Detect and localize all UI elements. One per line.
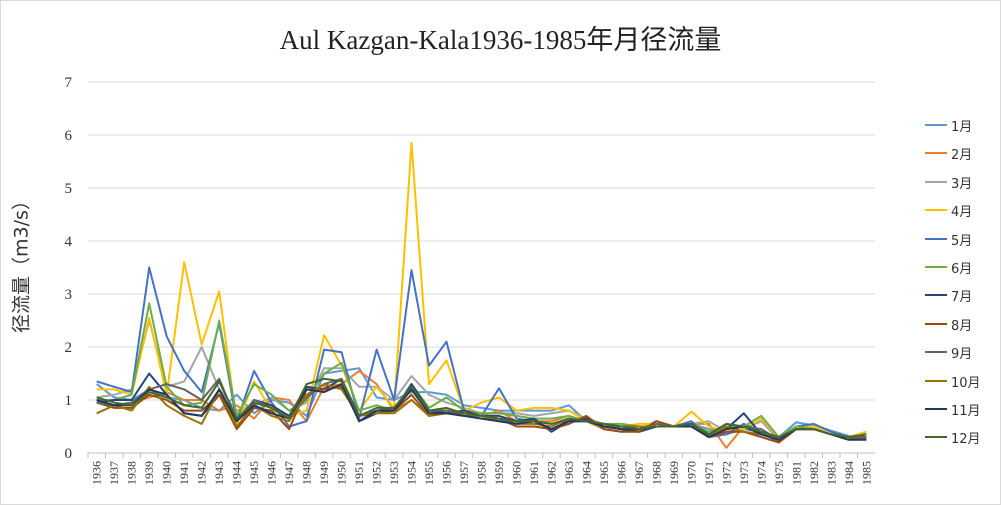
x-tick-label: 1981	[789, 461, 803, 485]
x-tick-label: 1937	[107, 461, 121, 485]
x-tick-label: 1952	[370, 461, 384, 485]
x-tick-label: 1947	[282, 461, 296, 485]
legend-item: 7月	[925, 286, 1001, 314]
x-tick-label: 1970	[684, 461, 698, 485]
x-tick-label: 1943	[212, 461, 226, 485]
x-tick-label: 1954	[405, 461, 419, 485]
legend-label: 3月	[951, 176, 973, 192]
legend-label: 1月	[951, 120, 973, 135]
y-tick-label: 1	[65, 393, 73, 409]
legend-label: 5月	[951, 233, 973, 249]
legend-swatch	[925, 124, 947, 126]
legend-label: 7月	[951, 290, 973, 306]
legend-label: 6月	[951, 261, 973, 277]
legend-item: 4月	[925, 201, 1001, 229]
x-tick-label: 1972	[719, 461, 733, 485]
gridlines	[88, 81, 875, 454]
legend-label: 10月	[951, 375, 981, 391]
x-tick-label: 1963	[562, 461, 576, 485]
x-tick-label: 1949	[317, 461, 331, 485]
series-line-12	[96, 377, 867, 439]
series-line-11	[96, 383, 867, 441]
y-tick-label: 3	[65, 287, 73, 303]
x-tick-label: 1984	[842, 461, 856, 485]
x-tick-label: 1968	[649, 461, 663, 485]
x-tick-label: 1959	[492, 461, 506, 485]
x-tick-label: 1966	[614, 461, 628, 485]
legend-item: 1月	[925, 116, 1001, 144]
legend-swatch	[925, 351, 947, 354]
x-tick-label: 1975	[772, 461, 786, 485]
legend-swatch	[925, 237, 947, 240]
x-tick-label: 1948	[300, 461, 314, 485]
legend-swatch	[925, 180, 947, 183]
y-tick-label: 7	[65, 75, 73, 91]
x-tick-label: 1940	[160, 461, 174, 485]
x-tick-label: 1936	[90, 461, 104, 485]
y-tick-label: 0	[65, 446, 73, 462]
x-tick-label: 1971	[702, 461, 716, 485]
legend-label: 2月	[951, 148, 973, 164]
legend-item: 9月	[925, 343, 1001, 371]
x-tick-label: 1951	[352, 461, 366, 485]
series-lines	[96, 141, 867, 449]
legend-label: 9月	[951, 347, 973, 363]
x-tick-label: 1950	[335, 461, 349, 485]
x-tick-label: 1946	[265, 461, 279, 485]
x-tick-label: 1964	[579, 461, 593, 485]
x-tick-label: 1955	[422, 461, 436, 485]
x-tick-label: 1958	[475, 461, 489, 485]
legend-item: 3月	[925, 173, 1001, 201]
legend-swatch	[925, 379, 947, 382]
legend-item: 12月	[925, 428, 1001, 456]
x-tick-label: 1942	[195, 461, 209, 485]
legend-item: 6月	[925, 258, 1001, 286]
x-tick-label: 1953	[387, 461, 401, 485]
legend-item: 2月	[925, 144, 1001, 172]
legend-item: 11月	[925, 400, 1001, 428]
x-tick-label: 1962	[544, 461, 558, 485]
x-tick-label: 1983	[824, 461, 838, 485]
legend-label: 12月	[951, 432, 981, 448]
legend-swatch	[925, 152, 947, 155]
legend-item: 8月	[925, 315, 1001, 343]
chart-title: Aul Kazgan-Kala1936-1985年月径流量	[279, 25, 722, 55]
legend-swatch	[925, 407, 947, 410]
x-tick-label: 1939	[142, 461, 156, 485]
x-tick-label: 1961	[527, 461, 541, 485]
x-tick-label: 1945	[247, 461, 261, 485]
x-tick-label: 1965	[597, 461, 611, 485]
x-tick-label: 1967	[632, 461, 646, 485]
x-tick-label: 1941	[177, 461, 191, 485]
x-tick-label: 1969	[667, 461, 681, 485]
y-axis-ticks: 0 1 2 3 4 5 6 7	[65, 75, 73, 462]
legend-swatch	[925, 265, 947, 268]
x-tick-label: 1956	[440, 461, 454, 485]
legend-item: 10月	[925, 372, 1001, 400]
x-tick-label: 1957	[457, 461, 471, 485]
x-axis-ticks: 1936 1937 1938 1939 1940 1941 1942 1943 1944 1945…	[87, 453, 873, 485]
x-tick-label: 1938	[125, 461, 139, 485]
x-tick-label: 1944	[230, 461, 244, 485]
legend-swatch	[925, 322, 947, 325]
legend-swatch	[925, 209, 947, 212]
legend-label: 4月	[951, 205, 973, 221]
y-tick-label: 5	[65, 181, 73, 197]
x-tick-label: 1960	[509, 461, 523, 485]
x-tick-label: 1974	[754, 461, 768, 485]
legend: 1月 2月 3月 4月 5月 6月 7月 8月 9月 10月 11月 12月	[925, 116, 1001, 457]
x-tick-label: 1973	[737, 461, 751, 485]
x-tick-label: 1985	[859, 461, 873, 485]
y-tick-label: 2	[65, 340, 73, 356]
legend-label: 11月	[951, 403, 981, 419]
legend-label: 8月	[951, 318, 973, 334]
legend-item: 5月	[925, 230, 1001, 258]
y-tick-label: 6	[65, 128, 73, 144]
y-tick-label: 4	[65, 234, 73, 250]
x-tick-label: 1982	[807, 461, 821, 485]
legend-swatch	[925, 294, 947, 297]
legend-swatch	[925, 436, 947, 439]
